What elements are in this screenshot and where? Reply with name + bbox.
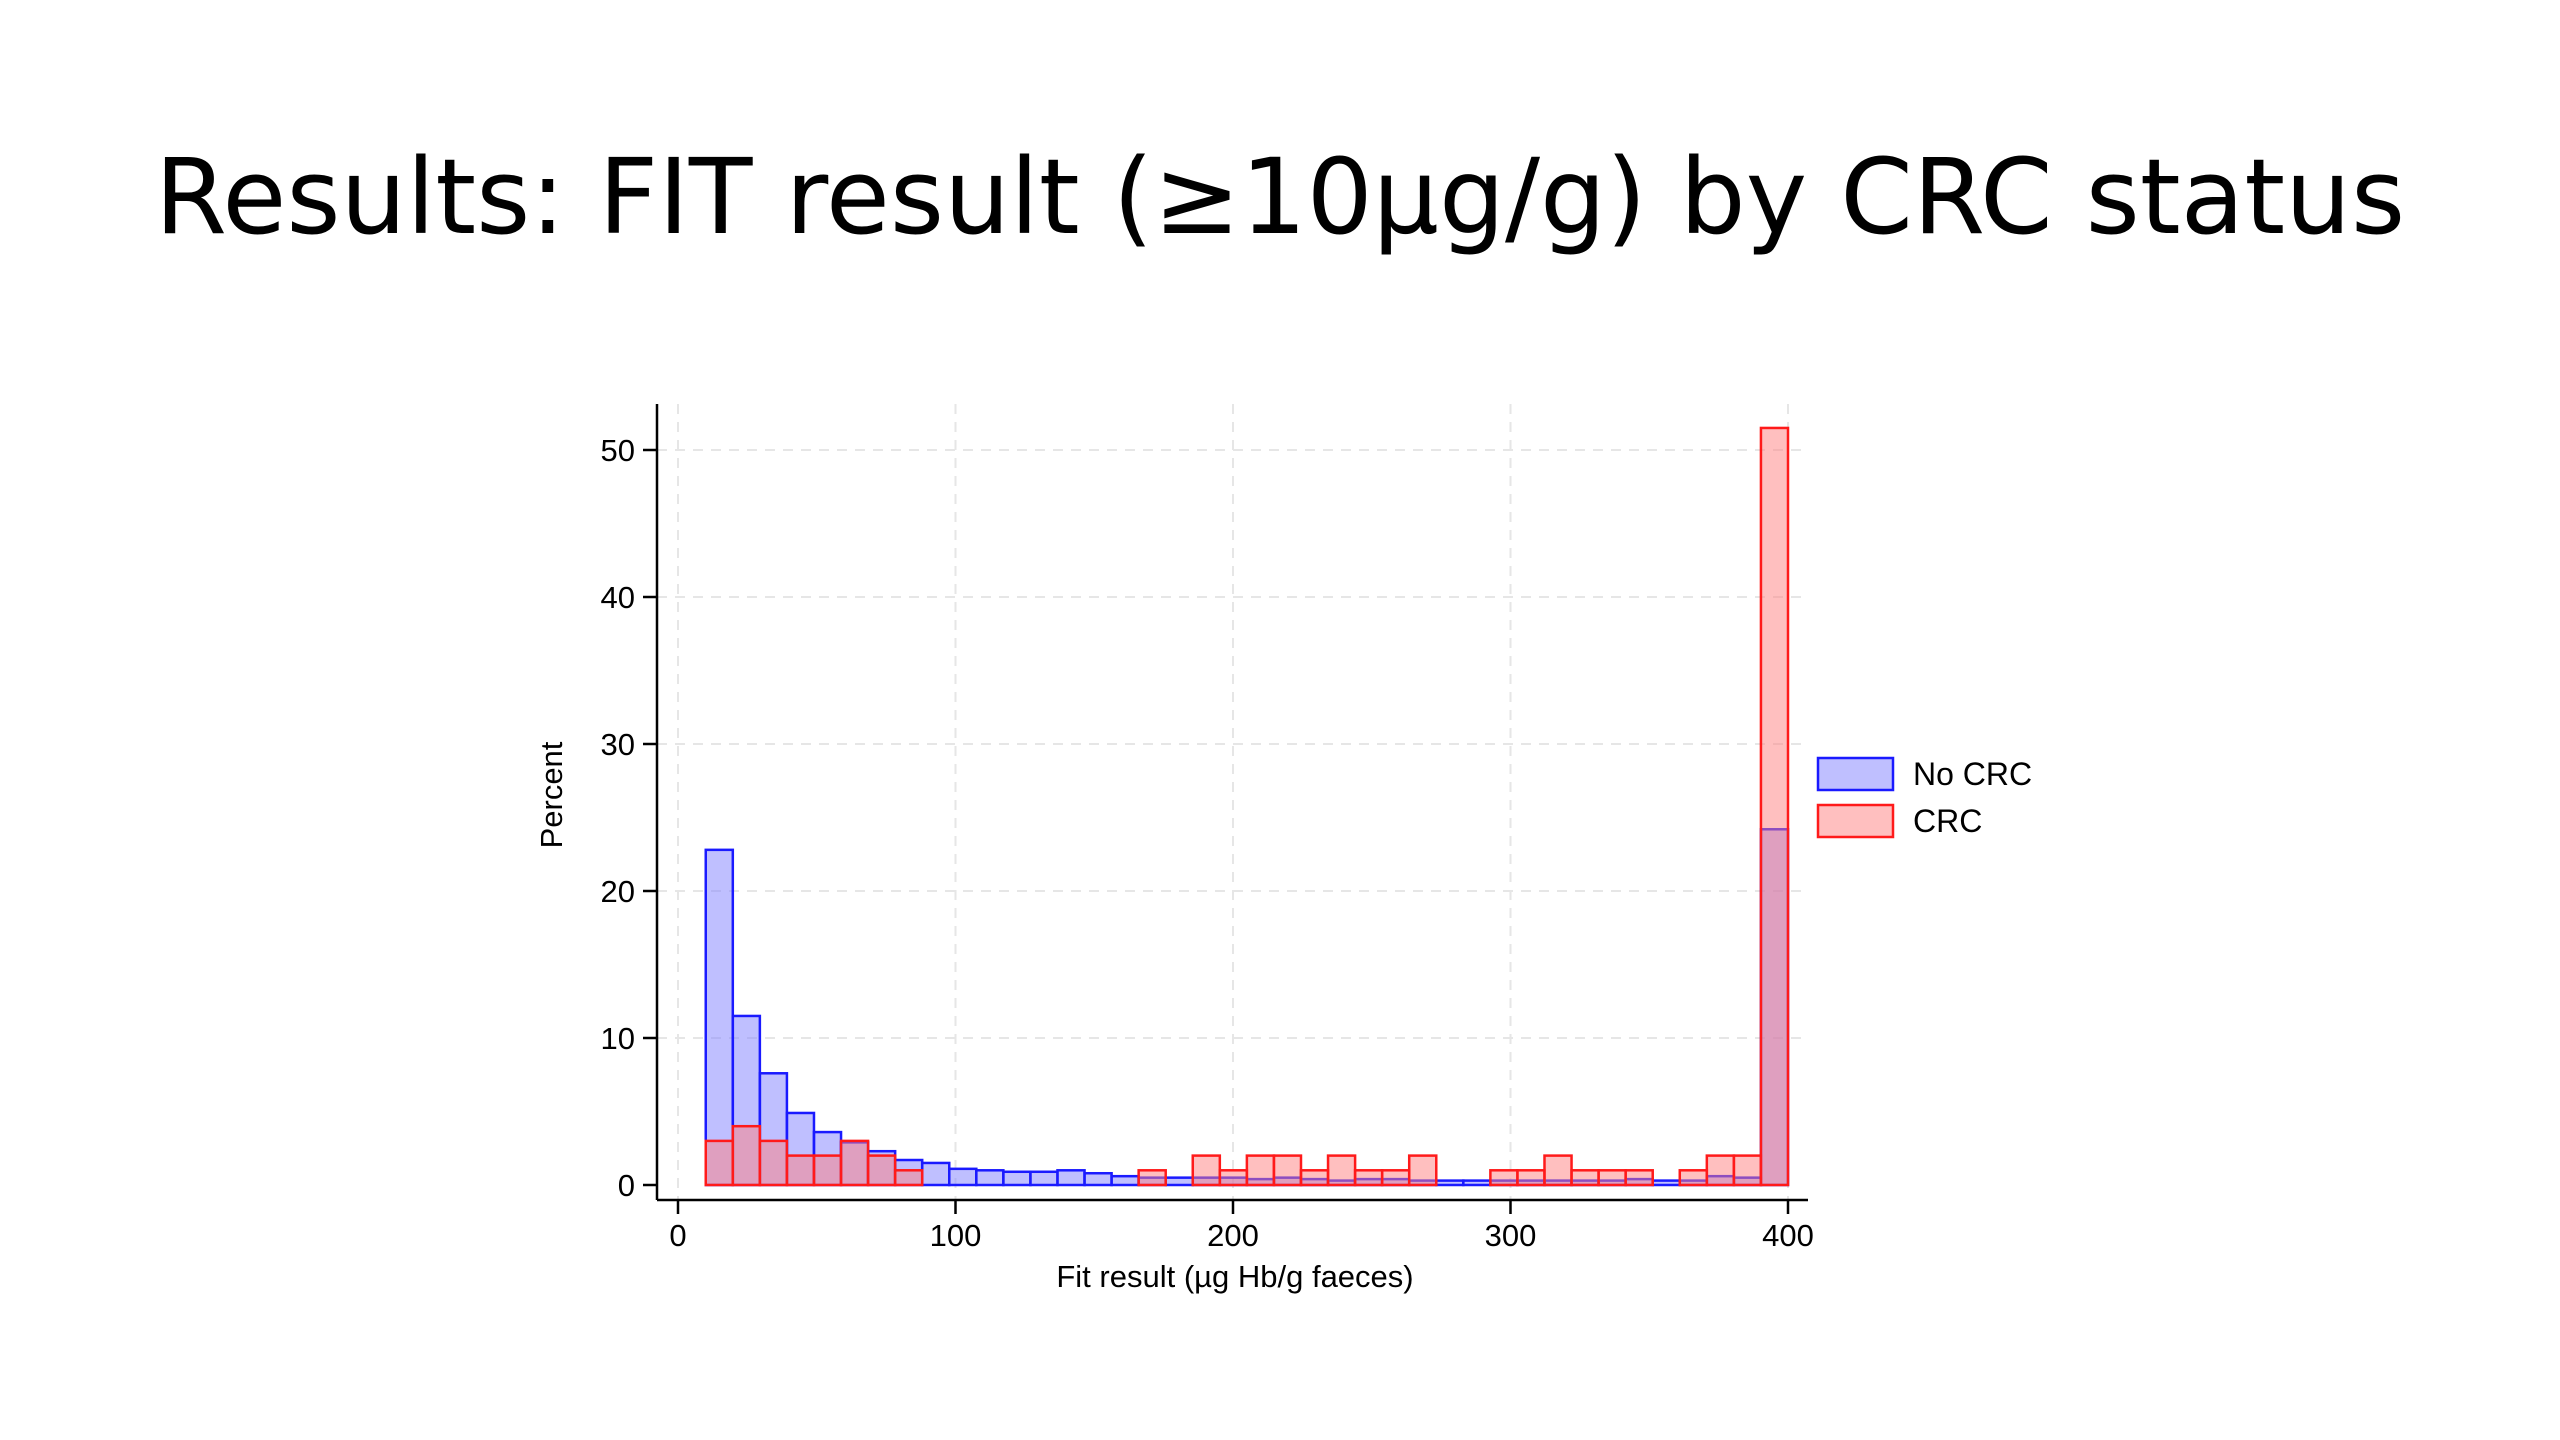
- bar-no-crc: [704, 848, 735, 1187]
- bar-crc: [1678, 1169, 1709, 1187]
- bar-crc: [704, 1139, 735, 1187]
- y-tick-label: 50: [601, 433, 635, 468]
- y-axis-label: Percent: [534, 741, 569, 848]
- bar-no-crc: [1002, 1170, 1032, 1187]
- x-tick-label: 400: [1762, 1218, 1814, 1253]
- x-tick-label: 0: [669, 1218, 686, 1253]
- legend-swatch-crc: [1816, 803, 1895, 839]
- bar-crc: [1326, 1154, 1357, 1187]
- bar-no-crc: [920, 1161, 951, 1187]
- bar-no-crc: [1056, 1169, 1086, 1187]
- bar-crc: [1218, 1169, 1249, 1187]
- legend-label-no-crc: No CRC: [1913, 756, 2032, 792]
- legend: No CRC CRC: [1816, 756, 2032, 839]
- y-tick-label: 0: [618, 1168, 635, 1203]
- bar-crc: [1245, 1154, 1276, 1187]
- x-axis-label: Fit result (µg Hb/g faeces): [1056, 1259, 1413, 1294]
- bar-crc: [785, 1154, 816, 1187]
- x-tick-label: 200: [1207, 1218, 1259, 1253]
- bar-crc: [1624, 1169, 1654, 1187]
- legend-label-crc: CRC: [1913, 803, 1982, 839]
- bar-crc: [1705, 1154, 1736, 1187]
- bars: [704, 426, 1790, 1187]
- bar-crc: [1732, 1154, 1763, 1187]
- y-tick-label: 20: [601, 874, 635, 909]
- bar-crc: [1543, 1154, 1573, 1187]
- bar-no-crc: [1435, 1179, 1465, 1187]
- bar-crc: [1570, 1169, 1600, 1187]
- y-tick-label: 40: [601, 580, 635, 615]
- bar-crc: [1759, 426, 1790, 1187]
- y-tick-label: 10: [601, 1021, 635, 1056]
- bar-crc: [812, 1154, 843, 1187]
- bar-crc: [1597, 1169, 1627, 1187]
- bar-no-crc: [1462, 1179, 1492, 1187]
- bar-no-crc: [1029, 1170, 1059, 1187]
- bar-crc: [1489, 1169, 1519, 1187]
- bar-crc: [1353, 1169, 1384, 1187]
- legend-swatch-no-crc: [1816, 756, 1895, 792]
- bar-crc: [1407, 1154, 1438, 1187]
- bar-crc: [1516, 1169, 1546, 1187]
- bar-crc: [1272, 1154, 1303, 1187]
- bar-crc: [1137, 1169, 1167, 1187]
- bar-no-crc: [948, 1167, 978, 1187]
- bar-crc: [839, 1139, 870, 1187]
- x-tick-label: 100: [930, 1218, 982, 1253]
- gridlines: [657, 404, 1808, 1200]
- slide-title: Results: FIT result (≥10µg/g) by CRC sta…: [154, 136, 2406, 258]
- y-tick-label: 30: [601, 727, 635, 762]
- bar-no-crc: [1083, 1171, 1113, 1187]
- bar-crc: [731, 1124, 762, 1187]
- bar-no-crc: [1651, 1179, 1682, 1187]
- bar-crc: [1299, 1169, 1330, 1187]
- bar-crc: [866, 1154, 897, 1187]
- bar-crc: [1191, 1154, 1222, 1187]
- bar-crc: [758, 1139, 789, 1187]
- bar-no-crc: [975, 1169, 1005, 1187]
- x-tick-label: 300: [1485, 1218, 1537, 1253]
- bar-no-crc: [1164, 1176, 1195, 1187]
- bar-crc: [1380, 1169, 1411, 1187]
- bar-crc: [893, 1169, 924, 1187]
- axes: 0 10 20 30 40 50 0 100 200 300 400: [601, 404, 1814, 1253]
- bar-no-crc: [1110, 1174, 1140, 1187]
